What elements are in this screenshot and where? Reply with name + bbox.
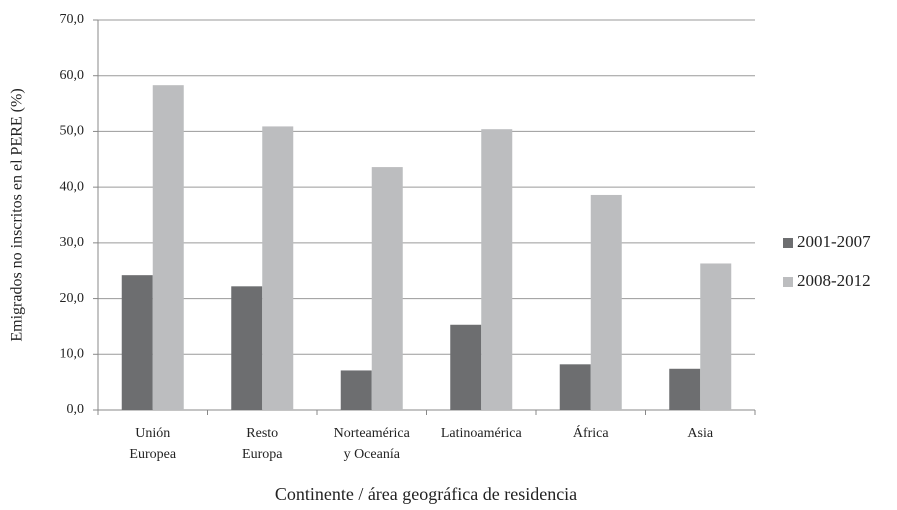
bar	[262, 126, 294, 411]
y-tick-label: 50,0	[60, 124, 85, 139]
bar	[700, 263, 732, 410]
x-tick-label: Asia	[687, 426, 713, 441]
x-tick-label: Latinoamérica	[441, 426, 523, 441]
bar	[340, 370, 372, 410]
x-tick-label: Resto Europa	[242, 426, 283, 462]
bar	[669, 368, 701, 410]
bar	[559, 364, 591, 410]
y-tick-label: 40,0	[60, 179, 85, 194]
bar	[152, 85, 184, 410]
legend-label: 2001-2007	[797, 232, 871, 251]
x-tick-label: Norteamérica y Oceanía	[334, 426, 411, 462]
bar	[231, 286, 263, 410]
y-tick-label: 30,0	[60, 235, 85, 250]
bar	[121, 275, 153, 410]
y-tick-label: 10,0	[60, 347, 85, 362]
legend-swatch	[783, 238, 793, 248]
x-tick-label: Unión Europea	[129, 426, 176, 462]
bar	[590, 194, 622, 410]
bar	[481, 129, 513, 410]
x-axis-title: Continente / área geográfica de residenc…	[275, 484, 577, 504]
legend-swatch	[783, 277, 793, 287]
bar	[371, 167, 403, 410]
x-tick-label: África	[573, 424, 610, 441]
y-tick-label: 70,0	[60, 12, 85, 27]
y-tick-label: 0,0	[67, 402, 85, 417]
y-tick-label: 20,0	[60, 291, 85, 306]
y-tick-label: 60,0	[60, 68, 85, 83]
legend-label: 2008-2012	[797, 271, 871, 290]
bar	[450, 324, 482, 410]
y-axis-title: Emigrados no inscritos en el PERE (%)	[9, 88, 26, 341]
